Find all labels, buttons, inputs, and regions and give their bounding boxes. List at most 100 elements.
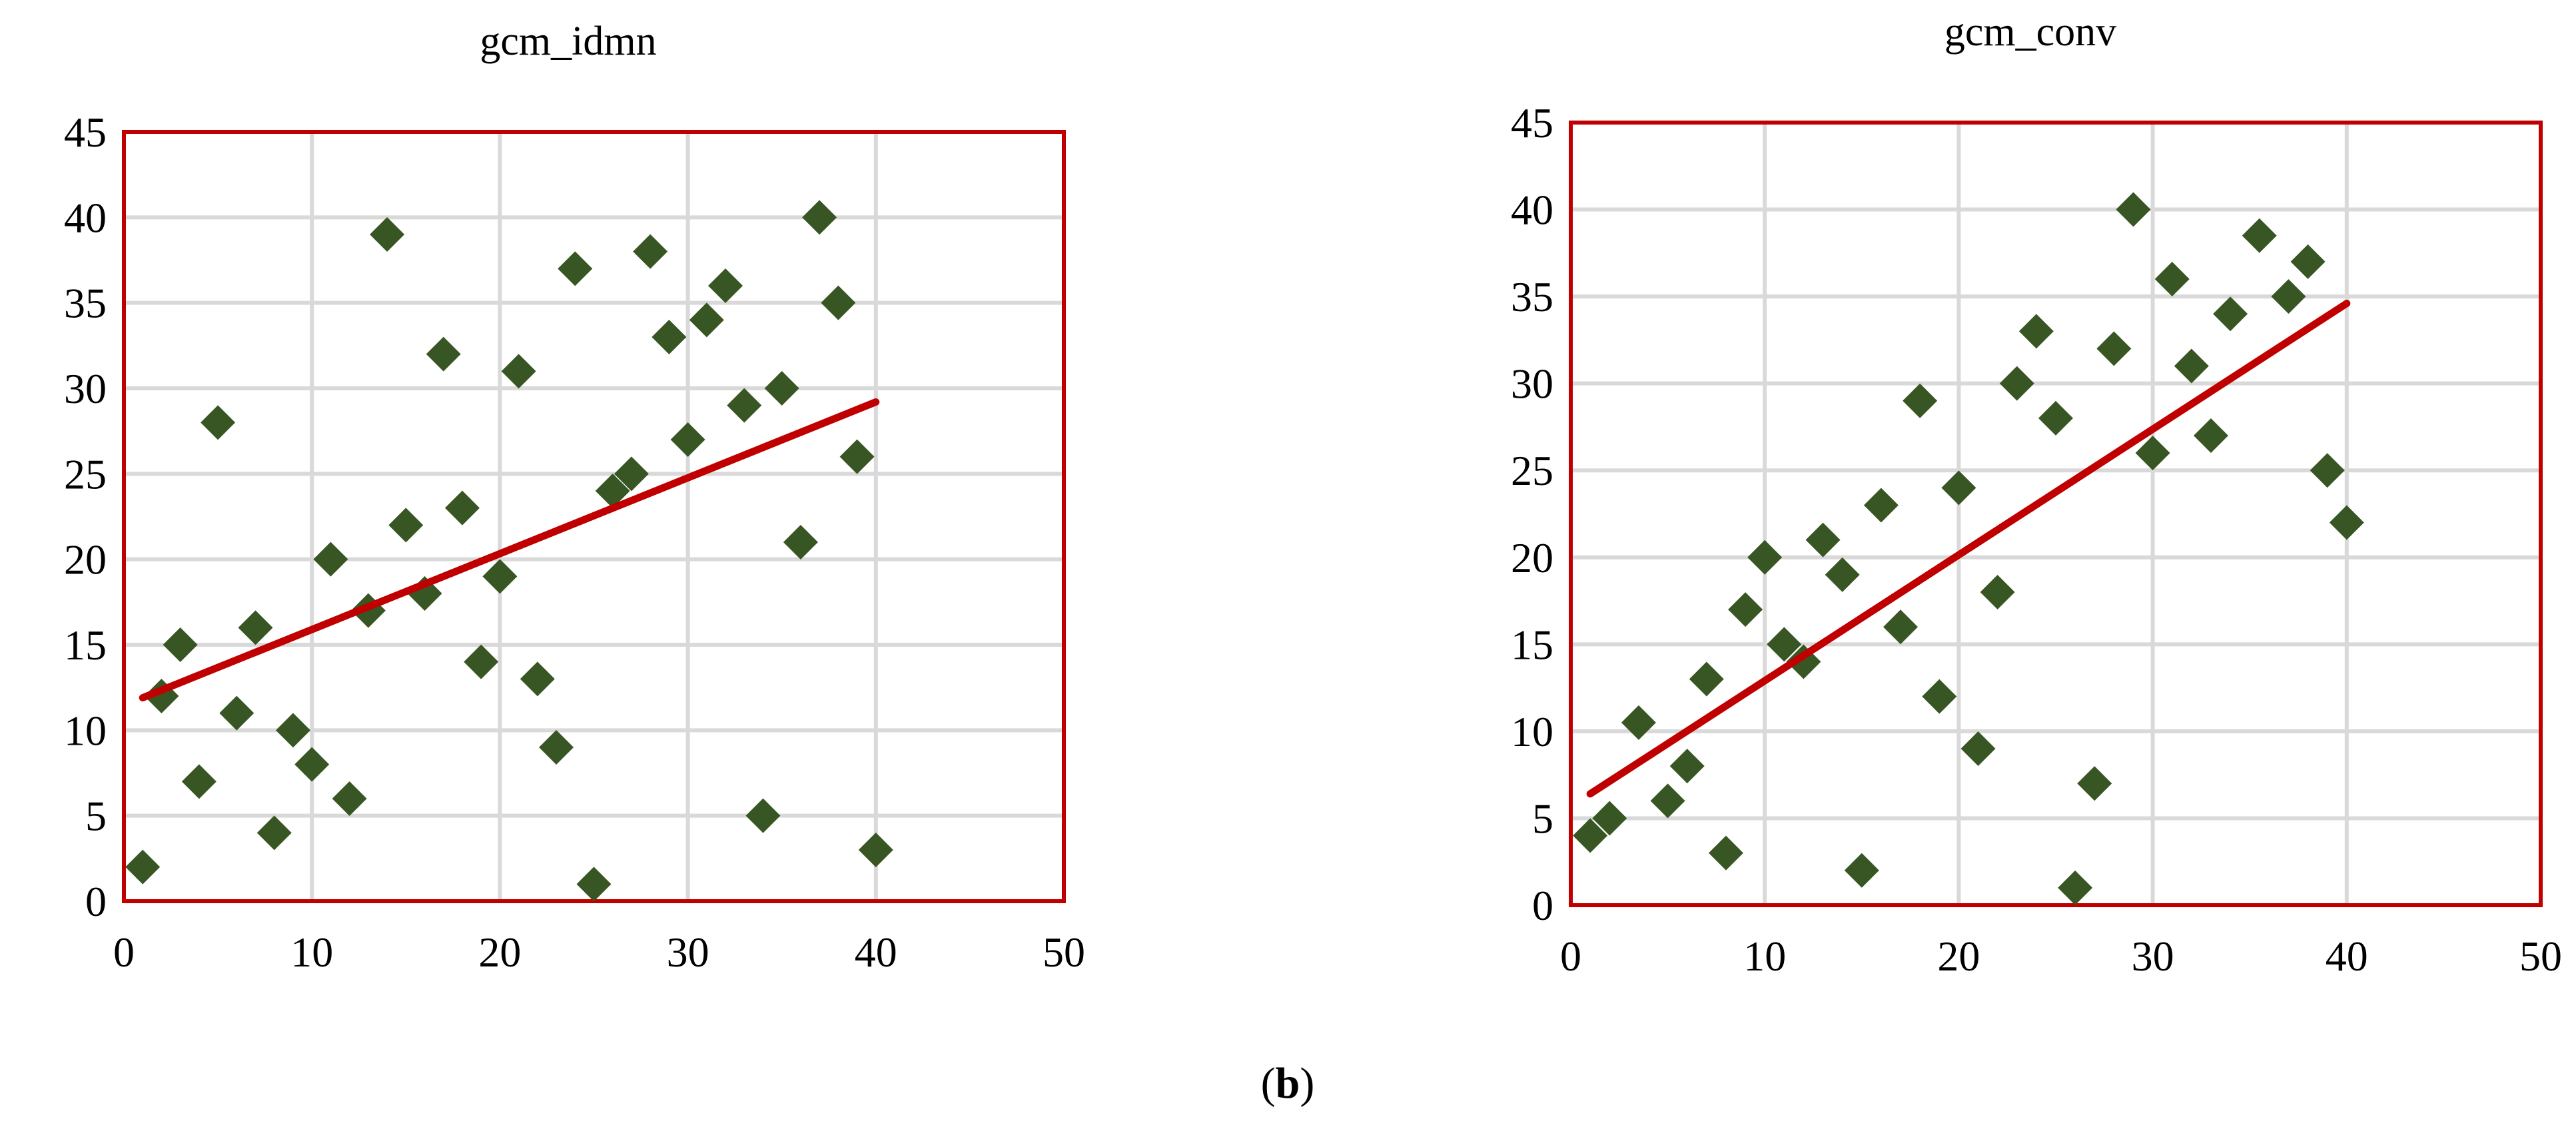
data-point	[294, 747, 330, 782]
data-point	[2213, 296, 2248, 332]
data-point	[670, 422, 705, 457]
y-tick-label: 20	[64, 536, 107, 583]
y-tick-label: 45	[1511, 99, 1553, 147]
data-point	[256, 815, 292, 851]
data-point	[313, 542, 348, 577]
data-point	[125, 849, 161, 885]
chart-gcm-idmn: gcm_idmn 0 10 20 30 40 50 0 5 10 15 20 25 30 35 40 45	[64, 19, 1085, 976]
data-point	[2310, 453, 2345, 488]
data-point	[1999, 366, 2034, 401]
data-point	[1960, 731, 1996, 766]
data-point	[1767, 627, 1802, 662]
data-point	[464, 644, 499, 679]
data-point	[1922, 679, 1957, 714]
y-tick-label: 35	[1511, 273, 1553, 320]
data-point	[783, 525, 818, 560]
data-point	[576, 867, 612, 902]
y-tick-label: 30	[64, 365, 107, 412]
y-tick-label: 25	[64, 450, 107, 498]
data-point	[2135, 436, 2170, 471]
data-point	[821, 285, 856, 320]
data-point	[219, 695, 254, 731]
data-point	[201, 405, 236, 440]
data-point	[745, 798, 781, 833]
trendline	[1586, 300, 2351, 798]
data-point	[275, 713, 310, 748]
y-tick-label: 15	[64, 621, 107, 669]
x-tick-label: 10	[1743, 933, 1786, 980]
data-point	[181, 764, 216, 799]
data-point	[2174, 348, 2209, 384]
data-point	[539, 730, 574, 765]
data-point	[238, 610, 273, 645]
data-point	[1573, 818, 1608, 853]
x-tick-label: 0	[113, 929, 135, 976]
x-tick-label: 10	[290, 929, 333, 976]
data-point	[764, 371, 799, 406]
x-tick-label: 50	[2519, 933, 2562, 980]
chart-title: gcm_conv	[1944, 9, 2116, 55]
data-point	[1621, 705, 1656, 740]
data-point	[2329, 505, 2364, 540]
x-tick-label: 0	[1560, 933, 1581, 980]
data-point	[2058, 870, 2093, 905]
data-point	[839, 439, 875, 474]
data-point	[2271, 279, 2306, 314]
data-point	[1689, 661, 1724, 697]
y-tick-label: 0	[1532, 882, 1553, 929]
caption-close: )	[1300, 1059, 1314, 1108]
data-point	[558, 251, 593, 286]
x-tick-label: 40	[2326, 933, 2368, 980]
plot-frame	[1569, 121, 2543, 907]
y-tick-label: 5	[85, 793, 107, 840]
data-point	[1980, 575, 2015, 609]
data-point	[370, 217, 405, 252]
y-tick-label: 45	[64, 109, 107, 156]
data-point	[2077, 766, 2112, 801]
data-point	[1650, 783, 1685, 819]
data-point	[595, 474, 630, 508]
data-point	[2290, 244, 2326, 279]
data-point	[802, 200, 837, 235]
data-point	[426, 336, 461, 372]
y-tick-label: 15	[1511, 621, 1553, 668]
data-point	[2096, 331, 2132, 366]
data-point	[1747, 540, 1783, 575]
figure-caption: (b)	[1261, 1059, 1315, 1108]
caption-letter: b	[1276, 1059, 1300, 1108]
data-point	[2242, 218, 2277, 253]
data-point	[708, 268, 743, 303]
chart-title: gcm_idmn	[480, 19, 656, 64]
data-point	[2116, 192, 2151, 227]
data-point	[1825, 557, 1860, 592]
data-point	[388, 508, 424, 543]
data-point	[633, 234, 668, 269]
y-tick-label: 40	[1511, 187, 1553, 234]
data-point	[1941, 470, 1976, 506]
y-tick-label: 25	[1511, 447, 1553, 494]
y-tick-label: 35	[64, 280, 107, 327]
x-tick-label: 20	[1937, 933, 1980, 980]
data-point	[1883, 609, 1919, 645]
data-point	[2193, 418, 2228, 453]
data-point	[163, 627, 198, 662]
y-tick-label: 0	[85, 878, 107, 925]
data-point	[651, 320, 687, 354]
data-point	[1805, 522, 1841, 558]
data-point	[858, 833, 893, 867]
x-tick-label: 50	[1043, 929, 1085, 976]
data-point	[1669, 749, 1705, 784]
y-tick-label: 10	[1511, 708, 1553, 755]
y-tick-label: 30	[1511, 360, 1553, 408]
data-point	[727, 388, 762, 423]
x-tick-label: 30	[2132, 933, 2174, 980]
data-point	[2018, 314, 2054, 349]
data-point	[1903, 383, 1938, 418]
data-point	[482, 559, 518, 594]
x-tick-label: 30	[667, 929, 709, 976]
trendline	[139, 398, 880, 702]
x-tick-label: 40	[855, 929, 897, 976]
y-tick-label: 20	[1511, 534, 1553, 581]
chart-gcm-conv: gcm_conv 0 10 20 30 40 50 0 5 10 15 20 25 30 35 40 45	[1511, 9, 2562, 980]
